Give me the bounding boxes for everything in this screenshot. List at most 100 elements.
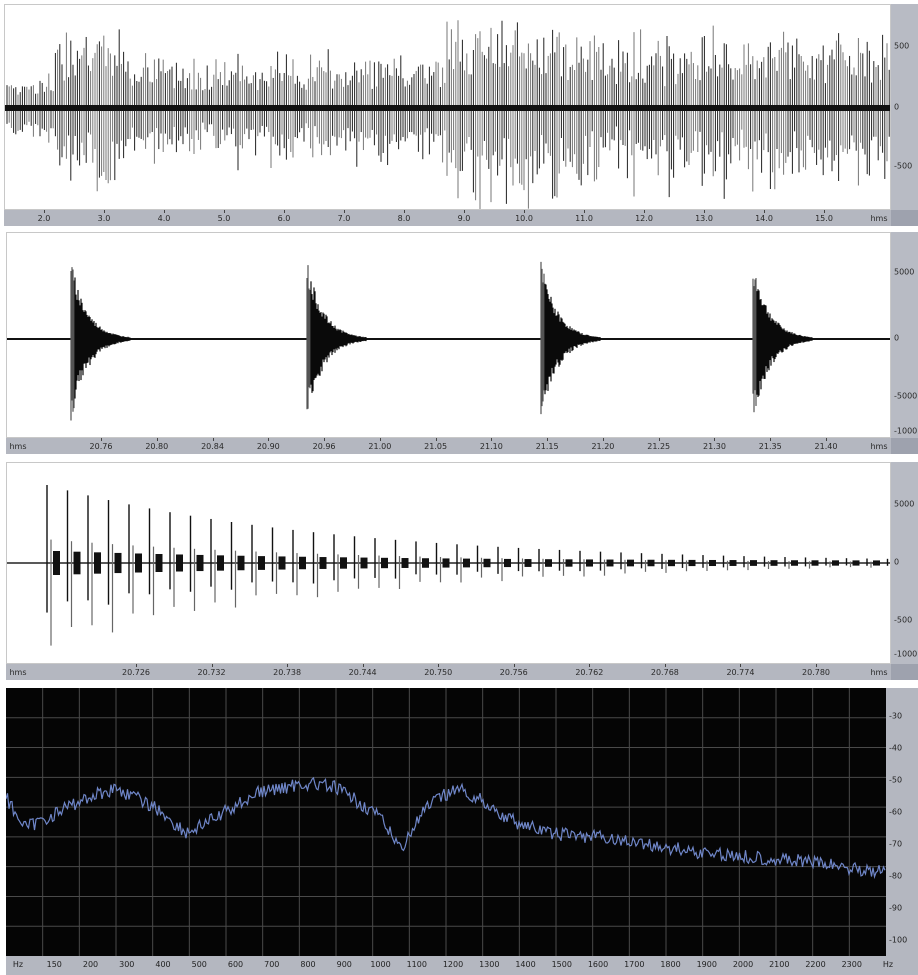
fine-zoom-pulse-body [176, 554, 183, 572]
time-tick-label: 20.774 [726, 668, 755, 677]
ruler-tick [136, 664, 137, 667]
time-tick-label: 21.25 [647, 442, 671, 451]
mid-zoom-waveform-svg [7, 261, 890, 421]
fine-zoom-pulse-body [237, 555, 245, 571]
fine-zoom-pulse-body [155, 554, 163, 572]
spectrum-frequency-label: 600 [227, 960, 244, 969]
fine-zoom-pulse-body [483, 558, 491, 568]
time-tick-label: 10.0 [515, 214, 533, 223]
mid-zoom-amplitude-ruler[interactable]: 5000 0 -5000 -1000 [891, 232, 918, 438]
ruler-tick [513, 664, 515, 667]
fine-zoom-pulse-body [688, 559, 696, 567]
time-tick-label: 13.0 [695, 214, 713, 223]
spectrum-frequency-label: 1200 [442, 960, 464, 969]
fine-zoom-pulse-body [258, 556, 265, 570]
time-tick-label: 15.0 [815, 214, 833, 223]
mid-zoom-time-ruler[interactable]: hms 20.76 20.80 20.84 20.90 20.96 21.00 21.05 21… [6, 438, 891, 454]
spectrum-frequency-label: 1900 [696, 960, 717, 969]
ruler-tick [664, 664, 666, 667]
fine-zoom-pulse-body [750, 560, 757, 566]
spectrum-frequency-ruler[interactable]: Hz 150 200 300 400 500 600 700 800 900 1000 1100 120… [6, 956, 918, 975]
overview-time-ruler[interactable]: 2.0 3.0 4.0 5.0 6.0 7.0 8.0 9.0 10.0 11.0 12.0 13.0… [4, 210, 891, 226]
overview-waveform-panel: 500 0 -500 2.0 3.0 4.0 5.0 6.0 7.0 8.0 9.0 10.0 1… [4, 4, 918, 230]
overview-waveform-area[interactable] [4, 4, 891, 210]
fine-zoom-pulse-body [381, 557, 388, 569]
fine-zoom-waveform-area[interactable] [6, 462, 891, 664]
fine-zoom-time-ruler[interactable]: hms 20.726 20.732 20.738 20.744 20.750 20.756 2… [6, 664, 891, 680]
overview-ruler-corner [891, 210, 918, 226]
ruler-tick [438, 664, 440, 667]
ruler-tick [44, 210, 45, 213]
time-tick-label: 12.0 [635, 214, 653, 223]
fine-zoom-pulse-body [770, 560, 778, 566]
overview-amplitude-ruler[interactable]: 500 0 -500 [891, 4, 918, 210]
time-tick-label: 20.80 [145, 442, 169, 451]
spectrum-level-label: -40 [889, 743, 903, 753]
spectrum-frequency-label: 500 [191, 960, 207, 969]
fine-zoom-pulse-body [319, 557, 327, 569]
fine-zoom-pulse-body [647, 559, 655, 567]
spectrum-frequency-label: 300 [119, 960, 135, 969]
ruler-tick [464, 210, 465, 213]
time-tick-label: 5.0 [217, 214, 231, 223]
time-tick-label: 20.732 [197, 668, 226, 677]
ruler-tick [584, 210, 585, 213]
mid-zoom-burst [752, 278, 813, 413]
fine-zoom-pulse-body [401, 558, 409, 568]
spectrum-frequency-label: 900 [336, 960, 352, 969]
fine-zoom-pulse-body [791, 560, 798, 566]
fine-zoom-pulse-body [811, 560, 819, 566]
spectrum-level-label: -60 [889, 807, 903, 817]
time-tick-label: 20.768 [650, 668, 679, 677]
spectrum-frequency-label: 2300 [841, 960, 862, 969]
time-tick-label: 20.750 [424, 668, 453, 677]
mid-zoom-y-label: -5000 [894, 391, 918, 401]
mid-zoom-burst [306, 265, 367, 410]
ruler-tick [704, 210, 705, 213]
fine-zoom-y-label: 5000 [894, 499, 915, 509]
fine-zoom-pulse-body [94, 552, 101, 574]
fine-zoom-pulse-body [53, 551, 60, 575]
fine-zoom-pulse-body [606, 559, 614, 567]
ruler-tick [404, 210, 405, 213]
fine-zoom-pulse-body [832, 560, 839, 566]
fine-zoom-pulse-body [196, 554, 204, 572]
spectrum-frequency-label: 200 [82, 960, 99, 969]
ruler-tick [524, 210, 525, 213]
time-tick-label: 2.0 [37, 214, 51, 223]
fine-zoom-pulse-body [586, 559, 593, 567]
time-tick-label: 9.0 [457, 214, 471, 223]
fine-zoom-pulse-body [463, 558, 470, 568]
mid-zoom-y-label: -1000 [894, 426, 918, 436]
spectrum-level-ruler[interactable]: -30 -40 -50 -60 -70 -80 -90 -100 [886, 688, 918, 956]
ruler-tick [714, 438, 716, 441]
fine-zoom-pulse-body [114, 552, 122, 574]
time-tick-label: 20.84 [201, 442, 224, 451]
fine-zoom-pulse-body [873, 560, 880, 566]
fine-zoom-pulse-body [422, 558, 429, 568]
time-tick-label: 4.0 [157, 214, 171, 223]
fine-zoom-pulse-body [299, 556, 306, 570]
spectrum-frequency-label: 2000 [732, 960, 754, 969]
ruler-tick [104, 210, 105, 213]
time-unit-label: hms [870, 214, 888, 223]
time-tick-label: 21.00 [368, 442, 392, 451]
spectrum-frequency-label: 1500 [551, 960, 572, 969]
time-unit-label: hms [870, 442, 888, 451]
spectrum-level-label: -90 [889, 903, 903, 913]
spectrum-frequency-label: 1100 [406, 960, 427, 969]
ruler-tick [435, 438, 437, 441]
time-unit-label: hms [9, 442, 27, 451]
mid-zoom-y-label: 0 [894, 333, 900, 343]
fine-zoom-pulse-body [545, 559, 552, 567]
mid-zoom-waveform-area[interactable] [6, 232, 891, 438]
fine-zoom-amplitude-ruler[interactable]: 5000 0 -500 -1000 [891, 462, 918, 664]
fine-zoom-pulse-body [709, 559, 716, 567]
spectrum-trace [6, 776, 886, 880]
fine-zoom-pulse-body [565, 559, 573, 567]
overview-waveform-trace [6, 20, 890, 209]
fine-zoom-pulse-body [852, 560, 860, 566]
spectrum-plot-area[interactable] [6, 688, 886, 956]
ruler-tick [324, 438, 326, 441]
spectrum-frequency-label: 800 [300, 960, 316, 969]
